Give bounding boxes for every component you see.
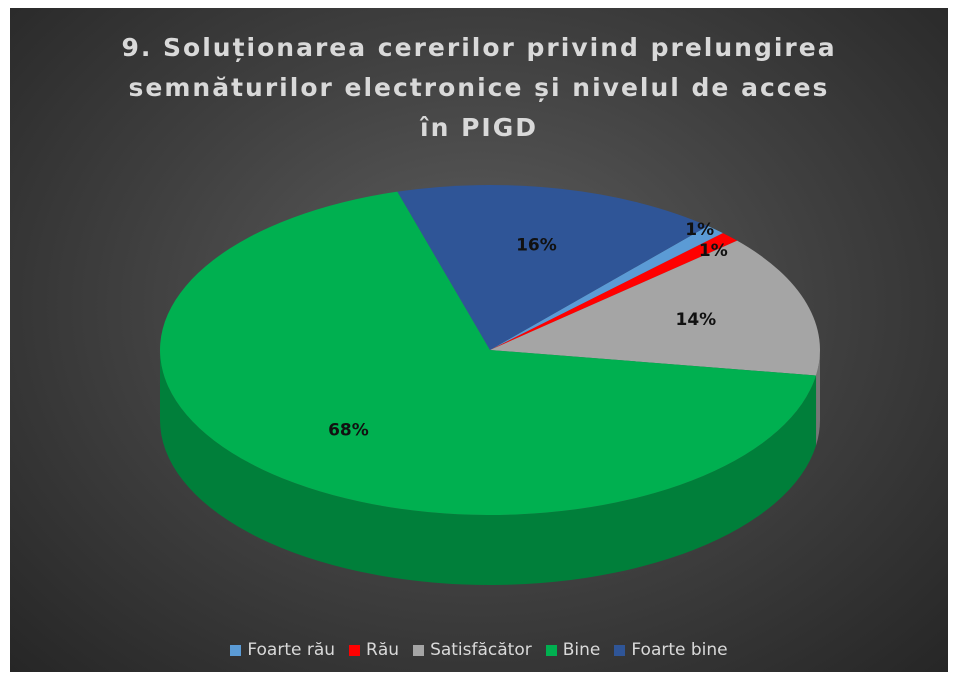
legend-label: Satisfăcător (430, 640, 532, 660)
slice (490, 233, 738, 350)
chart-title: 9. Soluționarea cererilor privind prelun… (121, 33, 837, 142)
legend-swatch (614, 644, 626, 656)
data-label: 1% (699, 241, 728, 261)
data-label: 14% (676, 310, 717, 330)
chart: 1% 1% 14% 68% 16% 9. Soluționarea cererilor … (10, 8, 948, 672)
slice (490, 240, 820, 376)
pie-area: 1%1% 14% 68% 16% (159, 185, 820, 585)
legend-swatch (545, 644, 557, 656)
legend-item: Foarte bine (614, 640, 728, 660)
slice (159, 191, 817, 515)
legend-item: Bine (545, 640, 601, 660)
legend-label: Bine (562, 640, 601, 660)
legend-label: Rău (366, 640, 400, 660)
slice-side (816, 350, 820, 446)
slice (397, 185, 708, 350)
legend-item: Rău (349, 640, 399, 660)
slice (490, 226, 723, 350)
legend-label: Foarte rău (247, 640, 336, 660)
legend-swatch (349, 644, 361, 656)
legend: Foarte rău Rău Satisfăcător Bine Foarte bine (10, 640, 948, 660)
data-label: 68% (328, 421, 369, 441)
data-label: 16% (516, 235, 557, 255)
legend-swatch (413, 644, 425, 656)
legend-swatch (230, 644, 242, 656)
legend-label: Foarte bine (631, 640, 728, 660)
data-label: 1% (685, 220, 714, 240)
slice-side (160, 350, 817, 585)
legend-item: Foarte rău (230, 640, 335, 660)
legend-item: Satisfăcător (413, 640, 532, 660)
